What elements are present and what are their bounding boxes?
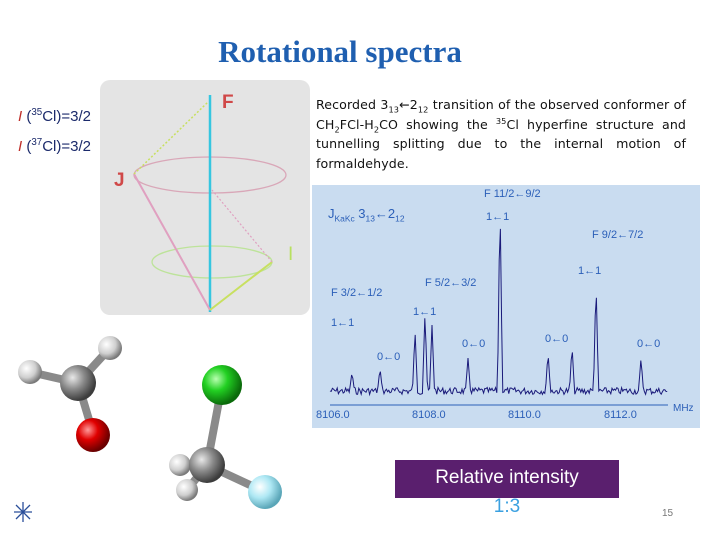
hydrogen-atom bbox=[98, 336, 122, 360]
text: CO showing the bbox=[379, 116, 496, 132]
j-vector bbox=[133, 173, 211, 311]
isotope: 37 bbox=[31, 137, 43, 148]
axis-label: 8106.0 bbox=[316, 409, 350, 421]
peak-label: 0←0 bbox=[377, 351, 401, 363]
title: Rotational spectra bbox=[218, 34, 462, 69]
text: 3 bbox=[354, 206, 366, 221]
carbon-atom bbox=[60, 365, 96, 401]
peak-label: 1←1 bbox=[413, 306, 437, 318]
text: FCl-H bbox=[339, 116, 374, 132]
vector-label: J bbox=[114, 170, 125, 191]
superscript: 35 bbox=[495, 115, 507, 126]
peak-label: F 9/2←7/2 bbox=[592, 229, 644, 241]
hydrogen-atom bbox=[176, 479, 198, 501]
axis-label: 8112.0 bbox=[604, 409, 637, 421]
subscript: 12 bbox=[417, 104, 429, 115]
logo bbox=[14, 502, 32, 522]
fluorine-atom bbox=[248, 475, 282, 509]
text: ←2 bbox=[374, 206, 396, 221]
dashed-line bbox=[133, 101, 209, 175]
carbon-atom bbox=[189, 447, 225, 483]
subscript: 2 bbox=[334, 124, 340, 135]
axis-label: 8110.0 bbox=[508, 409, 541, 421]
oxygen-atom bbox=[76, 418, 110, 452]
axis-label: 8108.0 bbox=[412, 409, 446, 421]
spin-label: I (35Cl)=3/2 bbox=[18, 108, 91, 125]
text: transition of the observed conformer of … bbox=[316, 97, 686, 132]
subscript: 13 bbox=[388, 104, 400, 115]
hydrogen-atom bbox=[18, 360, 42, 384]
caption: Recorded 313←212 transition of the obser… bbox=[316, 95, 686, 173]
chlorine-atom bbox=[202, 365, 242, 405]
text: Cl)=3/2 bbox=[42, 138, 91, 155]
intensity-box bbox=[395, 460, 619, 498]
peak-label: 1←1 bbox=[331, 317, 355, 329]
text: Cl)=3/2 bbox=[42, 108, 91, 125]
text: ( bbox=[22, 138, 32, 155]
spectrum-trace bbox=[329, 228, 668, 397]
intensity-ratio: 1:3 bbox=[493, 496, 521, 517]
i-vector bbox=[209, 261, 273, 311]
subscript: 12 bbox=[395, 213, 405, 224]
isotope: 35 bbox=[31, 107, 43, 118]
vector-label: F bbox=[222, 92, 234, 113]
transition-label: JKaKc 313←212 bbox=[328, 206, 405, 224]
hydrogen-atom bbox=[169, 454, 191, 476]
subscript: 13 bbox=[365, 213, 375, 224]
peak-label: F 5/2←3/2 bbox=[425, 277, 477, 289]
page-number: 15 bbox=[662, 508, 674, 519]
spin-label: I (37Cl)=3/2 bbox=[18, 138, 91, 155]
text: Cl hyperfine structure and tunnelling sp… bbox=[316, 116, 686, 171]
axis-unit: MHz bbox=[673, 403, 694, 414]
subscript: KaKc bbox=[334, 213, 355, 224]
text: J bbox=[328, 206, 335, 221]
spectrum-panel bbox=[312, 185, 700, 428]
text: ( bbox=[22, 108, 32, 125]
peak-label: 1←1 bbox=[578, 265, 602, 277]
text: Recorded 3 bbox=[316, 97, 389, 112]
peak-label: 1←1 bbox=[486, 211, 510, 223]
intensity-text: Relative intensity bbox=[435, 467, 579, 488]
peak-label: 0←0 bbox=[637, 338, 661, 350]
peak-label: 0←0 bbox=[545, 333, 569, 345]
subscript: 2 bbox=[373, 124, 380, 135]
peak-label: 0←0 bbox=[462, 338, 486, 350]
spin-symbol: I bbox=[18, 138, 23, 155]
peak-label: F 11/2←9/2 bbox=[484, 188, 541, 200]
diagram-panel bbox=[100, 80, 310, 315]
vector-label: I bbox=[288, 244, 294, 265]
peak-label: F 3/2←1/2 bbox=[331, 287, 383, 299]
text: ←2 bbox=[399, 97, 418, 112]
spin-symbol: I bbox=[18, 108, 23, 125]
